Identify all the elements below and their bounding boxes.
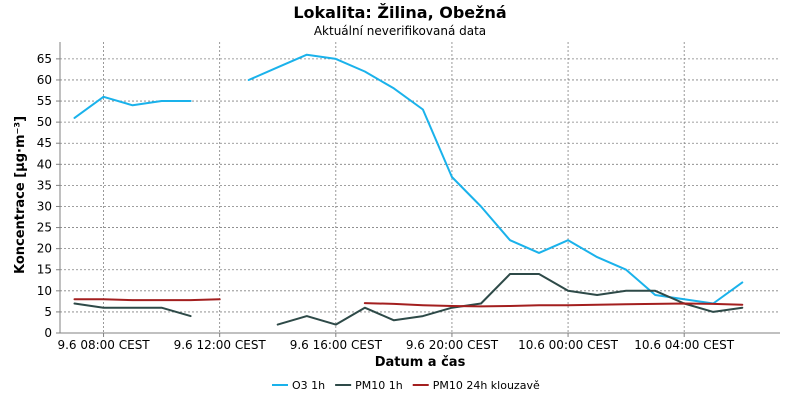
y-tick-label: 40 — [37, 157, 52, 171]
y-tick-label: 65 — [37, 52, 52, 66]
series-line-segment — [276, 273, 744, 326]
series-line-segment — [73, 302, 192, 318]
series-2 — [73, 298, 744, 308]
x-tick-label: 9.6 16:00 CEST — [290, 338, 383, 352]
legend-label: O3 1h — [292, 379, 325, 392]
x-tick-label: 9.6 20:00 CEST — [406, 338, 499, 352]
x-tick-labels: 9.6 08:00 CEST 9.6 12:00 CEST 9.6 16:00 CE… — [57, 338, 734, 352]
legend-label: PM10 1h — [355, 379, 403, 392]
legend-label: PM10 24h klouzavě — [433, 379, 540, 392]
x-tick-label: 9.6 08:00 CEST — [57, 338, 150, 352]
y-tick-label: 55 — [37, 94, 52, 108]
y-tick-label: 50 — [37, 115, 52, 129]
y-tick-label: 5 — [44, 305, 52, 319]
y-tick-label: 30 — [37, 199, 52, 213]
legend: O3 1h PM10 1h PM10 24h klouzavě — [272, 379, 540, 392]
y-axis-label: Koncentrace [µg·m⁻³] — [13, 116, 28, 274]
series-line-segment — [73, 298, 221, 302]
grid — [60, 42, 780, 333]
y-tick-label: 10 — [37, 284, 52, 298]
x-axis-label: Datum a čas — [375, 355, 466, 370]
chart-subtitle: Aktuální neverifikovaná data — [314, 24, 486, 38]
y-tick-label: 0 — [44, 326, 52, 340]
axes — [56, 42, 780, 337]
x-tick-label: 9.6 12:00 CEST — [174, 338, 267, 352]
legend-item: PM10 24h klouzavě — [412, 379, 540, 392]
x-tick-label: 10.6 00:00 CEST — [518, 338, 619, 352]
series-line-segment — [247, 53, 744, 305]
y-tick-label: 35 — [37, 178, 52, 192]
series — [73, 53, 744, 326]
y-tick-label: 20 — [37, 242, 52, 256]
legend-item: O3 1h — [272, 379, 325, 392]
series-line-segment — [363, 302, 744, 308]
y-tick-label: 15 — [37, 263, 52, 277]
x-tick-label: 10.6 04:00 CEST — [634, 338, 735, 352]
y-tick-label: 25 — [37, 221, 52, 235]
chart-title: Lokalita: Žilina, Obežná — [293, 3, 506, 22]
y-tick-label: 45 — [37, 136, 52, 150]
series-1 — [73, 273, 744, 326]
legend-item: PM10 1h — [335, 379, 403, 392]
series-line-segment — [73, 95, 192, 119]
series-0 — [73, 53, 744, 305]
y-tick-labels: 0 5 10 15 20 25 30 35 40 45 50 55 60 65 — [37, 52, 52, 340]
y-tick-label: 60 — [37, 73, 52, 87]
